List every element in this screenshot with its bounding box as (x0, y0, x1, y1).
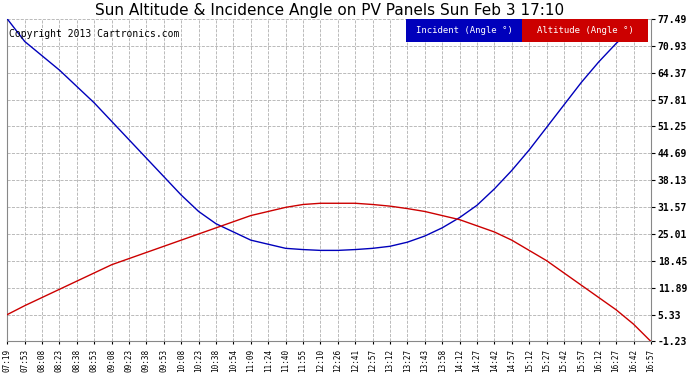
FancyBboxPatch shape (522, 19, 648, 42)
Text: Incident (Angle °): Incident (Angle °) (416, 26, 513, 35)
Text: Altitude (Angle °): Altitude (Angle °) (537, 26, 633, 35)
FancyBboxPatch shape (406, 19, 522, 42)
Title: Sun Altitude & Incidence Angle on PV Panels Sun Feb 3 17:10: Sun Altitude & Incidence Angle on PV Pan… (95, 3, 564, 18)
Text: Copyright 2013 Cartronics.com: Copyright 2013 Cartronics.com (8, 28, 179, 39)
